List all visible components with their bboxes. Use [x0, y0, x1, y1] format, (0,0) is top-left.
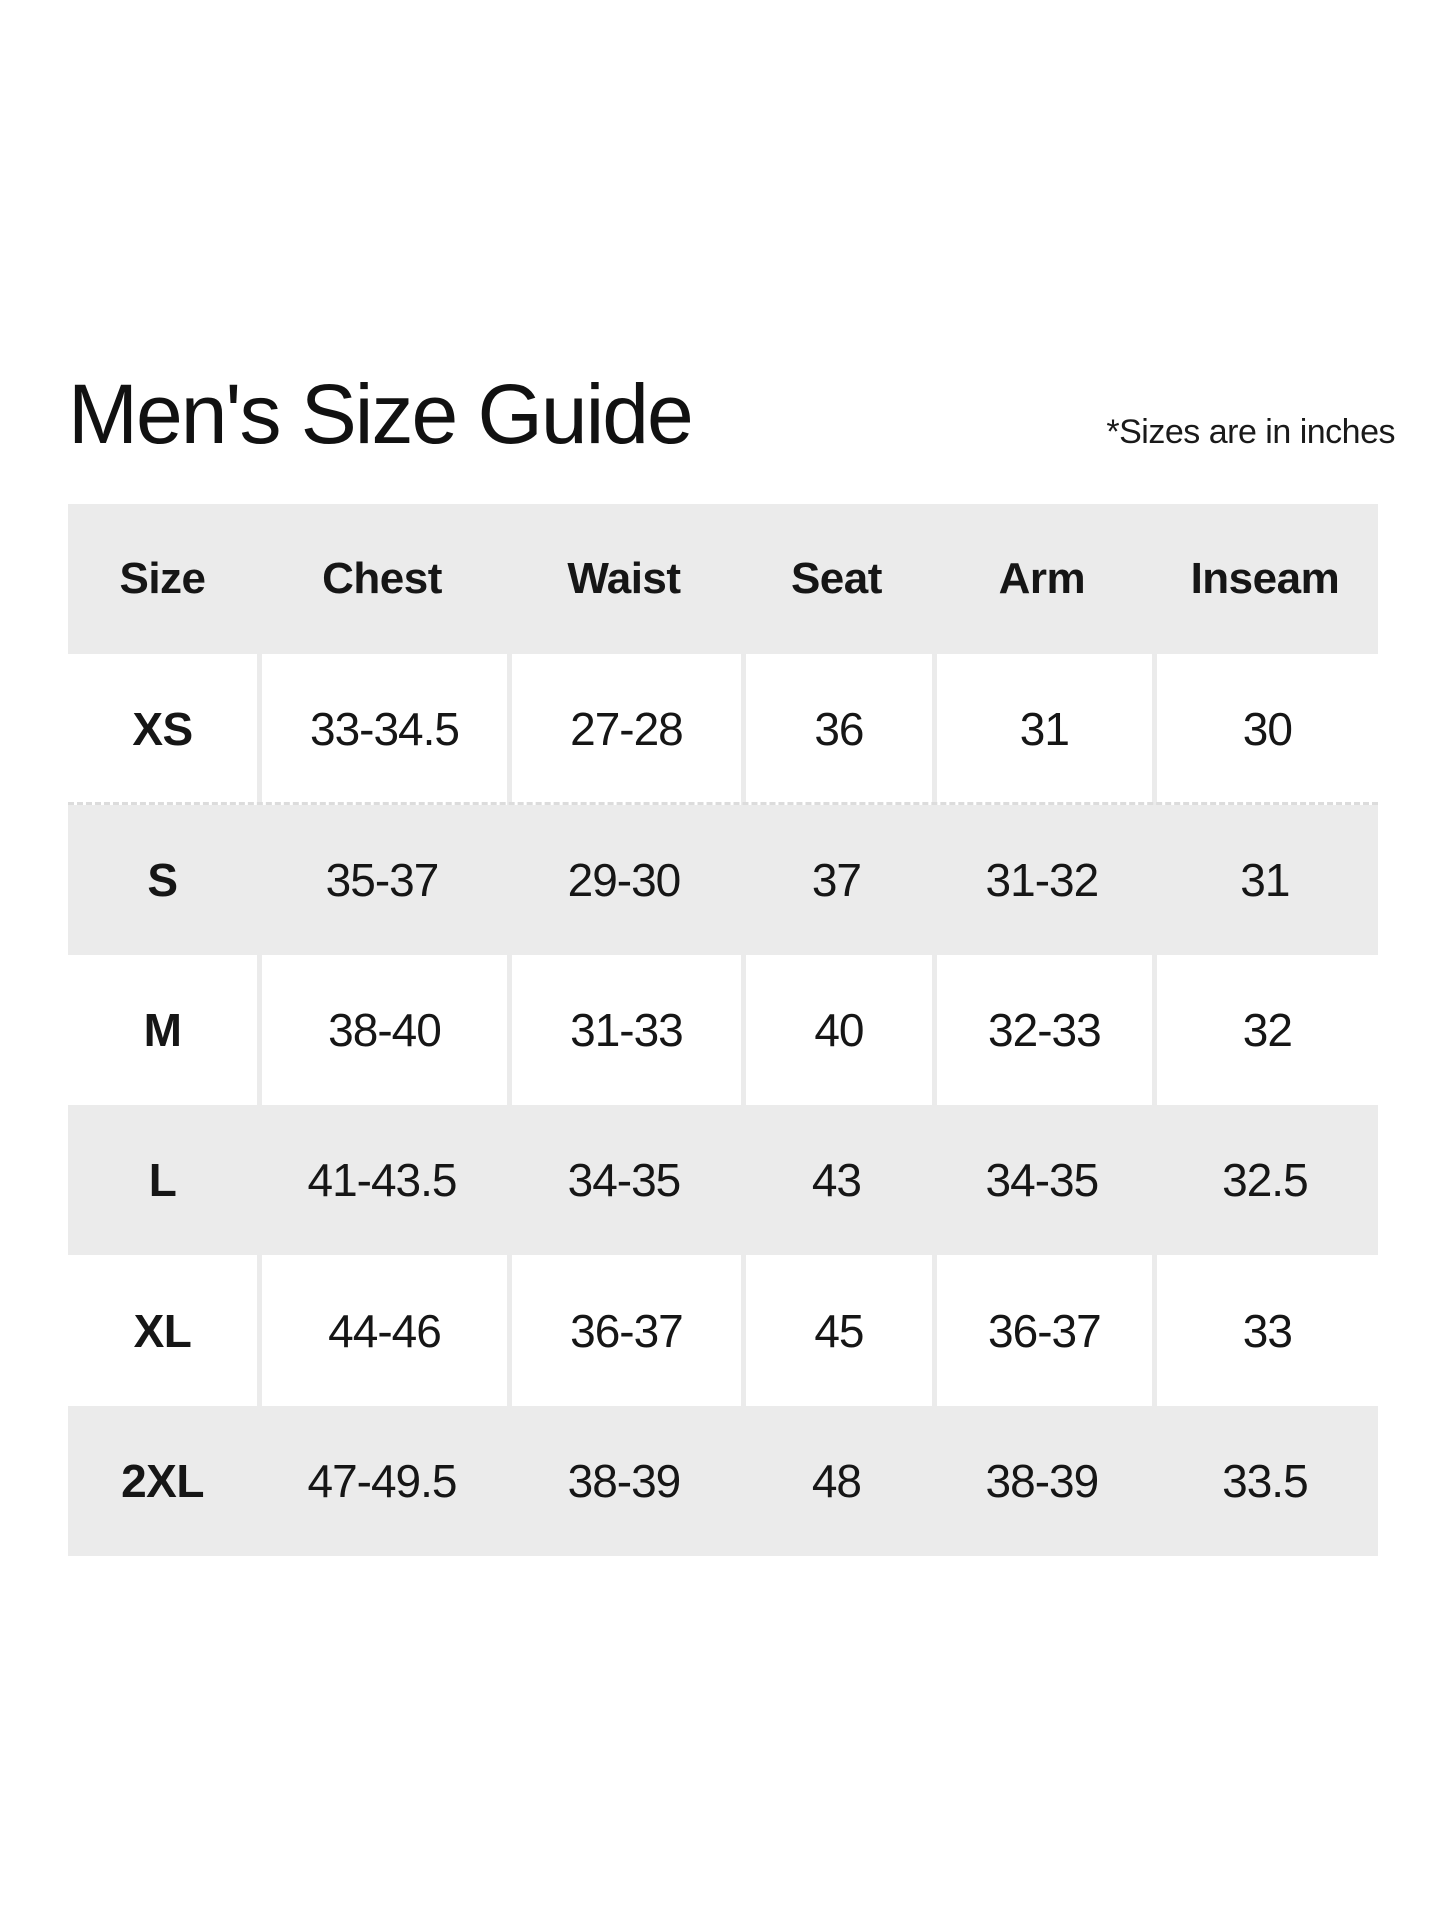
column-header-waist: Waist	[567, 554, 681, 604]
inseam-cell: 32	[1156, 954, 1378, 1106]
table-row-m: M 38-40 31-33 40 32-33 32	[68, 954, 1378, 1106]
chest-cell: 35-37	[325, 853, 440, 906]
chest-cell: 44-46	[262, 1255, 507, 1406]
page-header: Men's Size Guide *Sizes are in inches	[68, 367, 1395, 461]
arm-cell: 38-39	[985, 1454, 1100, 1507]
arm-cell: 31	[936, 654, 1152, 805]
waist-cell: 29-30	[567, 853, 682, 906]
waist-cell: 27-28	[511, 654, 741, 805]
waist-cell: 34-35	[567, 1154, 682, 1207]
chest-cell: 33-34.5	[262, 654, 507, 805]
column-header-inseam: Inseam	[1190, 554, 1340, 604]
seat-cell: 48	[811, 1454, 862, 1507]
table-row-xl: XL 44-46 36-37 45 36-37 33	[68, 1255, 1378, 1406]
size-cell: XS	[68, 654, 258, 805]
inseam-cell: 31	[1240, 853, 1290, 906]
seat-cell: 40	[745, 954, 932, 1106]
size-guide-table: Size Chest Waist Seat Arm Inseam XS 33-3…	[68, 504, 1378, 1556]
chest-cell: 38-40	[262, 954, 507, 1106]
size-cell: M	[68, 954, 258, 1106]
table-row-xs: XS 33-34.5 27-28 36 31 30	[68, 654, 1378, 805]
inseam-cell: 33	[1156, 1255, 1378, 1406]
column-header-seat: Seat	[790, 554, 882, 604]
seat-cell: 45	[745, 1255, 932, 1406]
chest-cell: 41-43.5	[307, 1154, 457, 1207]
arm-cell: 36-37	[936, 1255, 1152, 1406]
seat-cell: 43	[811, 1154, 862, 1207]
size-cell: XL	[68, 1255, 258, 1406]
table-row-l: L 41-43.5 34-35 43 34-35 32.5	[68, 1105, 1378, 1256]
table-header-row: Size Chest Waist Seat Arm Inseam	[68, 504, 1378, 655]
seat-cell: 37	[811, 853, 862, 906]
size-cell: 2XL	[121, 1454, 204, 1507]
arm-cell: 34-35	[985, 1154, 1100, 1207]
arm-cell: 32-33	[936, 954, 1152, 1106]
waist-cell: 38-39	[567, 1454, 682, 1507]
arm-cell: 31-32	[985, 853, 1100, 906]
column-header-arm: Arm	[998, 554, 1086, 604]
size-cell: S	[147, 853, 178, 906]
column-header-chest: Chest	[322, 554, 442, 604]
page-title: Men's Size Guide	[68, 367, 694, 461]
inseam-cell: 32.5	[1222, 1154, 1309, 1207]
table-row-2xl: 2XL 47-49.5 38-39 48 38-39 33.5	[68, 1405, 1378, 1556]
size-cell: L	[148, 1154, 177, 1207]
column-header-size: Size	[119, 554, 206, 604]
table-row-s: S 35-37 29-30 37 31-32 31	[68, 804, 1378, 955]
chest-cell: 47-49.5	[307, 1454, 457, 1507]
units-note: *Sizes are in inches	[1106, 413, 1395, 451]
seat-cell: 36	[745, 654, 932, 805]
waist-cell: 36-37	[511, 1255, 741, 1406]
inseam-cell: 33.5	[1222, 1454, 1309, 1507]
inseam-cell: 30	[1156, 654, 1378, 805]
waist-cell: 31-33	[511, 954, 741, 1106]
